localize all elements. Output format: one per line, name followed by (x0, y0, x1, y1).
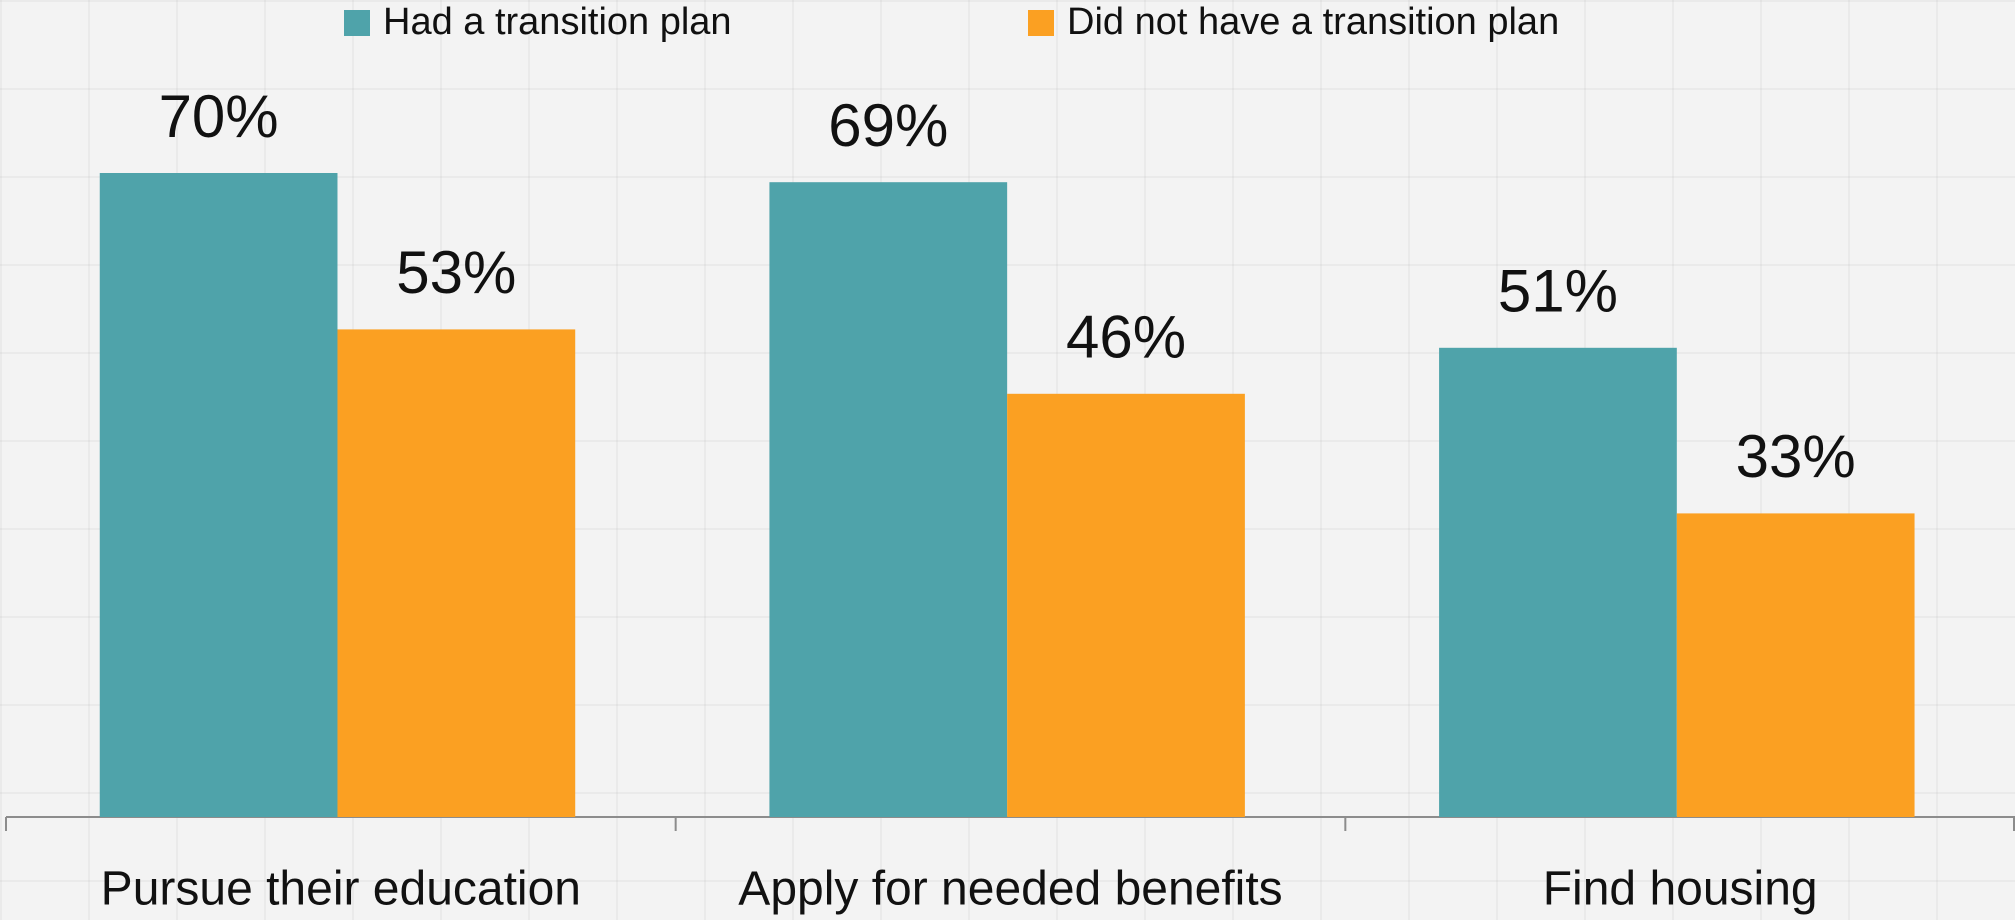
value-label: 69% (828, 92, 948, 159)
bar (1676, 513, 1915, 817)
value-label: 33% (1736, 423, 1856, 490)
bar (99, 173, 338, 817)
bar (1439, 347, 1677, 817)
bar (1007, 393, 1245, 817)
x-tick-label: Pursue their education (101, 863, 581, 916)
x-tick-label: Find housing (1543, 863, 1818, 916)
legend-label: Did not have a transition plan (1067, 1, 1559, 43)
legend-swatch (344, 10, 370, 36)
value-label: 70% (159, 83, 279, 150)
legend-label: Had a transition plan (383, 1, 732, 43)
bar (337, 329, 576, 817)
value-label: 46% (1066, 304, 1186, 371)
legend-swatch (1028, 10, 1054, 36)
x-tick-label: Apply for needed benefits (738, 863, 1282, 916)
value-label: 51% (1498, 258, 1618, 325)
value-label: 53% (396, 239, 516, 306)
bar (769, 182, 1008, 817)
